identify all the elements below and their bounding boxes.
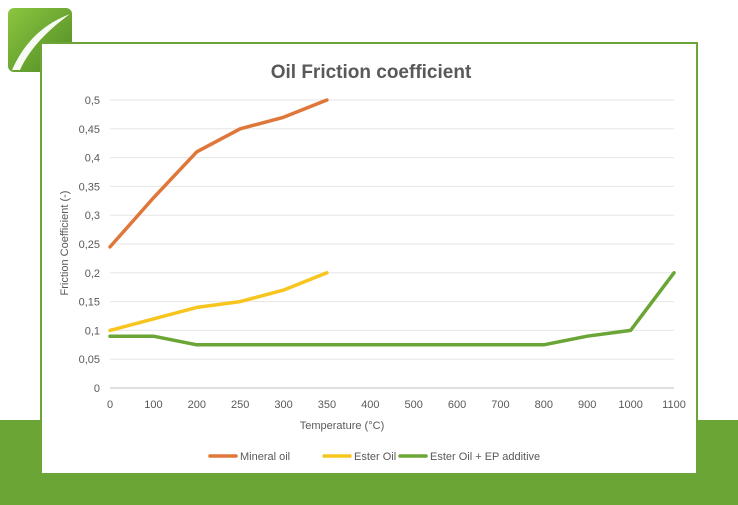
series-line <box>108 98 329 249</box>
oil-friction-chart: Oil Friction coefficient 0 0,05 0,1 0,15 0,2… <box>59 62 686 463</box>
y-tick-label: 0,4 <box>85 153 100 165</box>
x-tick-label: 300 <box>274 399 292 411</box>
series-line <box>108 271 676 347</box>
chart-frame: Oil Friction coefficient 0 0,05 0,1 0,15 0,2… <box>40 42 698 475</box>
x-axis-label: Temperature (°C) <box>300 420 384 432</box>
y-tick-label: 0 <box>94 383 100 395</box>
y-tick-label: 0,45 <box>79 124 100 136</box>
x-tick-label: 900 <box>578 399 596 411</box>
y-tick-label: 0,05 <box>79 354 100 366</box>
x-tick-label: 400 <box>361 399 379 411</box>
x-tick-label: 1100 <box>662 399 686 411</box>
y-tick-label: 0,35 <box>79 181 100 193</box>
legend-label: Ester Oil <box>354 451 396 463</box>
chart-title: Oil Friction coefficient <box>271 62 472 83</box>
x-tick-label: 800 <box>535 399 553 411</box>
y-tick-label: 0,2 <box>85 268 100 280</box>
legend-label: Mineral oil <box>240 451 290 463</box>
x-tick-label: 0 <box>107 399 113 411</box>
x-tick-label: 250 <box>231 399 249 411</box>
x-tick-label: 500 <box>405 399 423 411</box>
x-tick-label: 200 <box>188 399 206 411</box>
legend: Mineral oil Ester Oil Ester Oil + EP addit… <box>208 451 540 463</box>
legend-label: Ester Oil + EP additive <box>430 451 540 463</box>
x-tick-label: 600 <box>448 399 466 411</box>
x-tick-label: 700 <box>491 399 509 411</box>
series-line <box>108 271 329 333</box>
y-tick-label: 0,15 <box>79 297 100 309</box>
y-tick-label: 0,3 <box>85 210 100 222</box>
y-tick-label: 0,5 <box>85 95 100 107</box>
y-tick-label: 0,1 <box>85 325 100 337</box>
x-tick-label: 100 <box>144 399 162 411</box>
x-tick-label: 350 <box>318 399 336 411</box>
y-axis-label: Friction Coefficient (-) <box>59 191 71 296</box>
x-tick-label: 1000 <box>618 399 642 411</box>
y-tick-label: 0,25 <box>79 239 100 251</box>
